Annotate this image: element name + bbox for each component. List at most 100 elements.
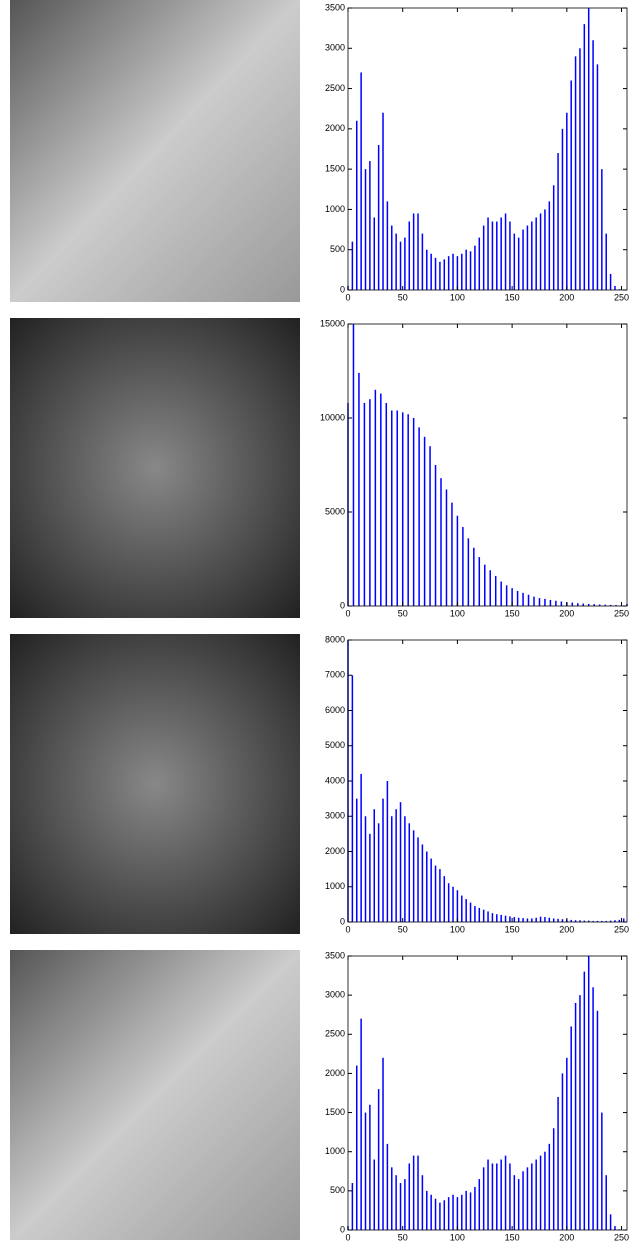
histogram-bar [469,902,472,922]
x-tick-label: 0 [345,1232,350,1242]
y-tick-label: 5000 [325,506,345,516]
histogram-bar [456,515,459,606]
histogram-bar [513,1175,516,1230]
histogram-bar [570,919,572,922]
histogram-bar [504,915,507,922]
histogram-bar [504,1155,507,1230]
y-tick-label: 10000 [320,412,345,422]
histogram-bar [434,257,437,290]
histogram-bar [426,1190,428,1230]
histogram-bar [574,56,577,290]
histogram-bar [418,427,420,606]
histogram-bar [539,1155,542,1230]
histogram-bar [404,816,406,922]
histogram-bar [478,1179,481,1230]
histogram-bar [622,918,625,922]
x-tick-label: 50 [398,292,408,302]
histogram-bar [614,1226,616,1230]
y-tick-label: 3000 [325,990,345,1000]
plot-area [348,640,627,922]
histogram-bar [374,389,377,606]
histogram-bar [549,599,552,606]
histogram-bar [364,169,367,290]
histogram-bar [592,40,594,290]
histogram-bar [552,918,555,922]
histogram-bar [587,603,590,606]
histogram-bar [391,1167,393,1230]
histogram-bar [443,876,446,922]
histogram-bar [531,221,533,290]
histogram-bar [456,890,459,922]
histogram-bar [377,823,380,922]
histogram-bar [539,213,542,290]
y-tick-label: 2000 [325,123,345,133]
y-tick-label: 5000 [325,740,345,750]
histogram-bar [592,987,594,1230]
histogram-bar [360,773,362,922]
histogram-bar [434,865,437,922]
histogram-bar [596,1010,599,1230]
histogram-bar [408,221,411,290]
histogram-bar [609,920,612,922]
histogram-bar [561,1073,564,1230]
x-tick-label: 0 [345,608,350,618]
histogram-bar [351,675,354,922]
histogram-bar [423,436,426,606]
histogram-bar [421,1175,424,1230]
histogram-bar [618,289,621,290]
histogram-bar [560,601,563,606]
y-tick-label: 500 [330,244,345,254]
x-tick-label: 200 [559,924,574,934]
histogram-bar [395,809,397,922]
histogram-bar [451,502,453,606]
y-tick-label: 6000 [325,705,345,715]
histogram-bar [360,72,362,290]
histogram-bar [373,217,376,290]
histogram-bar [434,1198,437,1230]
histogram-bar [522,229,524,290]
histogram-bar [447,883,450,922]
histogram-bar [582,603,584,606]
histogram-bar [496,221,498,290]
histogram-bar [356,1065,358,1230]
histogram-bar [412,213,415,290]
histogram-bar [583,971,586,1230]
y-tick-label: 1000 [325,204,345,214]
histogram-bar [465,1190,467,1230]
histogram-bar [552,185,555,290]
histogram-bar [566,112,568,290]
histogram-bar [500,581,502,606]
histogram-bar [548,201,551,290]
histogram-bar [399,1183,402,1230]
axes-box [347,323,628,607]
histogram-bar [478,907,481,922]
histogram-bar [447,1197,450,1230]
y-tick-label: 1500 [325,164,345,174]
photo-chess [10,950,300,1240]
histogram-bar [526,1167,529,1230]
histogram-bar [373,809,376,922]
histogram-bar [548,1143,551,1230]
histogram-bar [386,781,389,922]
histogram-bar [491,221,494,290]
histogram-bar [566,1057,568,1230]
histogram-bar [604,604,606,606]
histogram-bar [609,1214,612,1230]
histogram-bar [421,233,424,290]
photo-satellite [10,634,300,934]
y-tick-label: 1500 [325,1107,345,1117]
histogram-bar [538,598,541,606]
photo-satellite [10,318,300,618]
x-tick-label: 150 [505,1232,520,1242]
histogram-bar [609,273,612,290]
histogram-bar [544,1151,546,1230]
histogram-bar [369,161,371,290]
histogram-bar [443,259,446,290]
histogram-bar [465,899,467,922]
histogram-bar [509,1163,511,1230]
histogram-bar [439,261,441,290]
y-tick-label: 2500 [325,1029,345,1039]
histogram-bar [369,399,371,606]
x-tick-label: 250 [614,608,629,618]
